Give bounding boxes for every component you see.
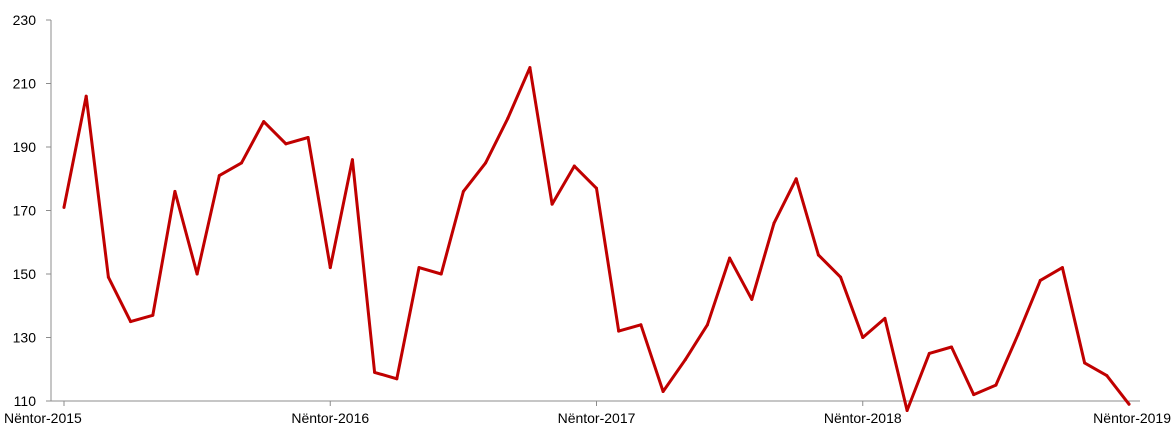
data-point — [972, 393, 976, 397]
data-point — [1083, 361, 1087, 365]
data-point — [683, 358, 687, 362]
data-point — [927, 351, 931, 355]
data-point — [262, 120, 266, 124]
data-point — [994, 383, 998, 387]
data-point — [306, 135, 310, 139]
data-point — [151, 313, 155, 317]
data-point — [373, 370, 377, 374]
x-axis-ticks: Nëntor-2015 Nëntor-2016 Nëntor-2017 Nëntor-… — [4, 401, 1171, 426]
data-point — [705, 323, 709, 327]
y-tick-label: 130 — [13, 330, 37, 346]
data-point — [417, 266, 421, 270]
data-point — [661, 389, 665, 393]
y-tick-label: 230 — [13, 12, 37, 28]
data-point — [905, 409, 909, 413]
data-point — [861, 336, 865, 339]
data-point — [1038, 278, 1042, 282]
y-tick-label: 150 — [13, 266, 37, 282]
data-point — [816, 253, 820, 257]
y-axis-ticks: 110 130 150 170 190 210 230 — [13, 12, 51, 409]
x-tick-label: Nëntor-2018 — [824, 410, 902, 426]
y-tick-label: 210 — [13, 76, 37, 92]
data-point — [595, 186, 598, 190]
data-point — [572, 164, 576, 168]
data-point — [62, 205, 66, 209]
data-point — [772, 221, 776, 225]
data-point — [328, 266, 332, 270]
data-point — [1105, 374, 1109, 378]
data-point — [129, 320, 133, 324]
data-point — [883, 316, 887, 320]
y-tick-label: 190 — [13, 139, 37, 155]
data-point — [728, 256, 732, 260]
data-point — [506, 116, 510, 120]
data-point — [750, 297, 754, 301]
data-point — [617, 329, 621, 333]
data-point — [240, 161, 243, 165]
x-tick-label: Nëntor-2017 — [558, 410, 636, 426]
data-point — [173, 189, 177, 193]
x-tick-label: Nëntor-2016 — [291, 410, 369, 426]
data-point — [1127, 402, 1131, 406]
data-point — [84, 94, 88, 98]
data-point — [484, 161, 488, 165]
data-point — [195, 272, 199, 276]
data-point — [439, 272, 443, 276]
data-point — [528, 66, 532, 70]
data-point — [461, 189, 465, 193]
data-point — [217, 174, 221, 178]
data-point — [550, 202, 554, 206]
series-line — [62, 66, 1131, 412]
series-group — [62, 66, 1131, 413]
data-point — [106, 275, 110, 279]
data-point — [284, 142, 288, 146]
data-point — [839, 275, 843, 279]
data-point — [1060, 266, 1064, 270]
x-tick-label: Nëntor-2015 — [4, 410, 82, 426]
data-point — [794, 177, 798, 181]
data-point — [1016, 332, 1020, 336]
data-point — [350, 158, 354, 162]
data-point — [639, 323, 643, 327]
x-tick-label: Nëntor-2019 — [1093, 410, 1171, 426]
y-tick-label: 170 — [13, 203, 37, 219]
data-point — [950, 345, 953, 349]
data-point — [395, 377, 399, 381]
y-tick-label: 110 — [14, 393, 37, 409]
axes — [50, 20, 1140, 402]
